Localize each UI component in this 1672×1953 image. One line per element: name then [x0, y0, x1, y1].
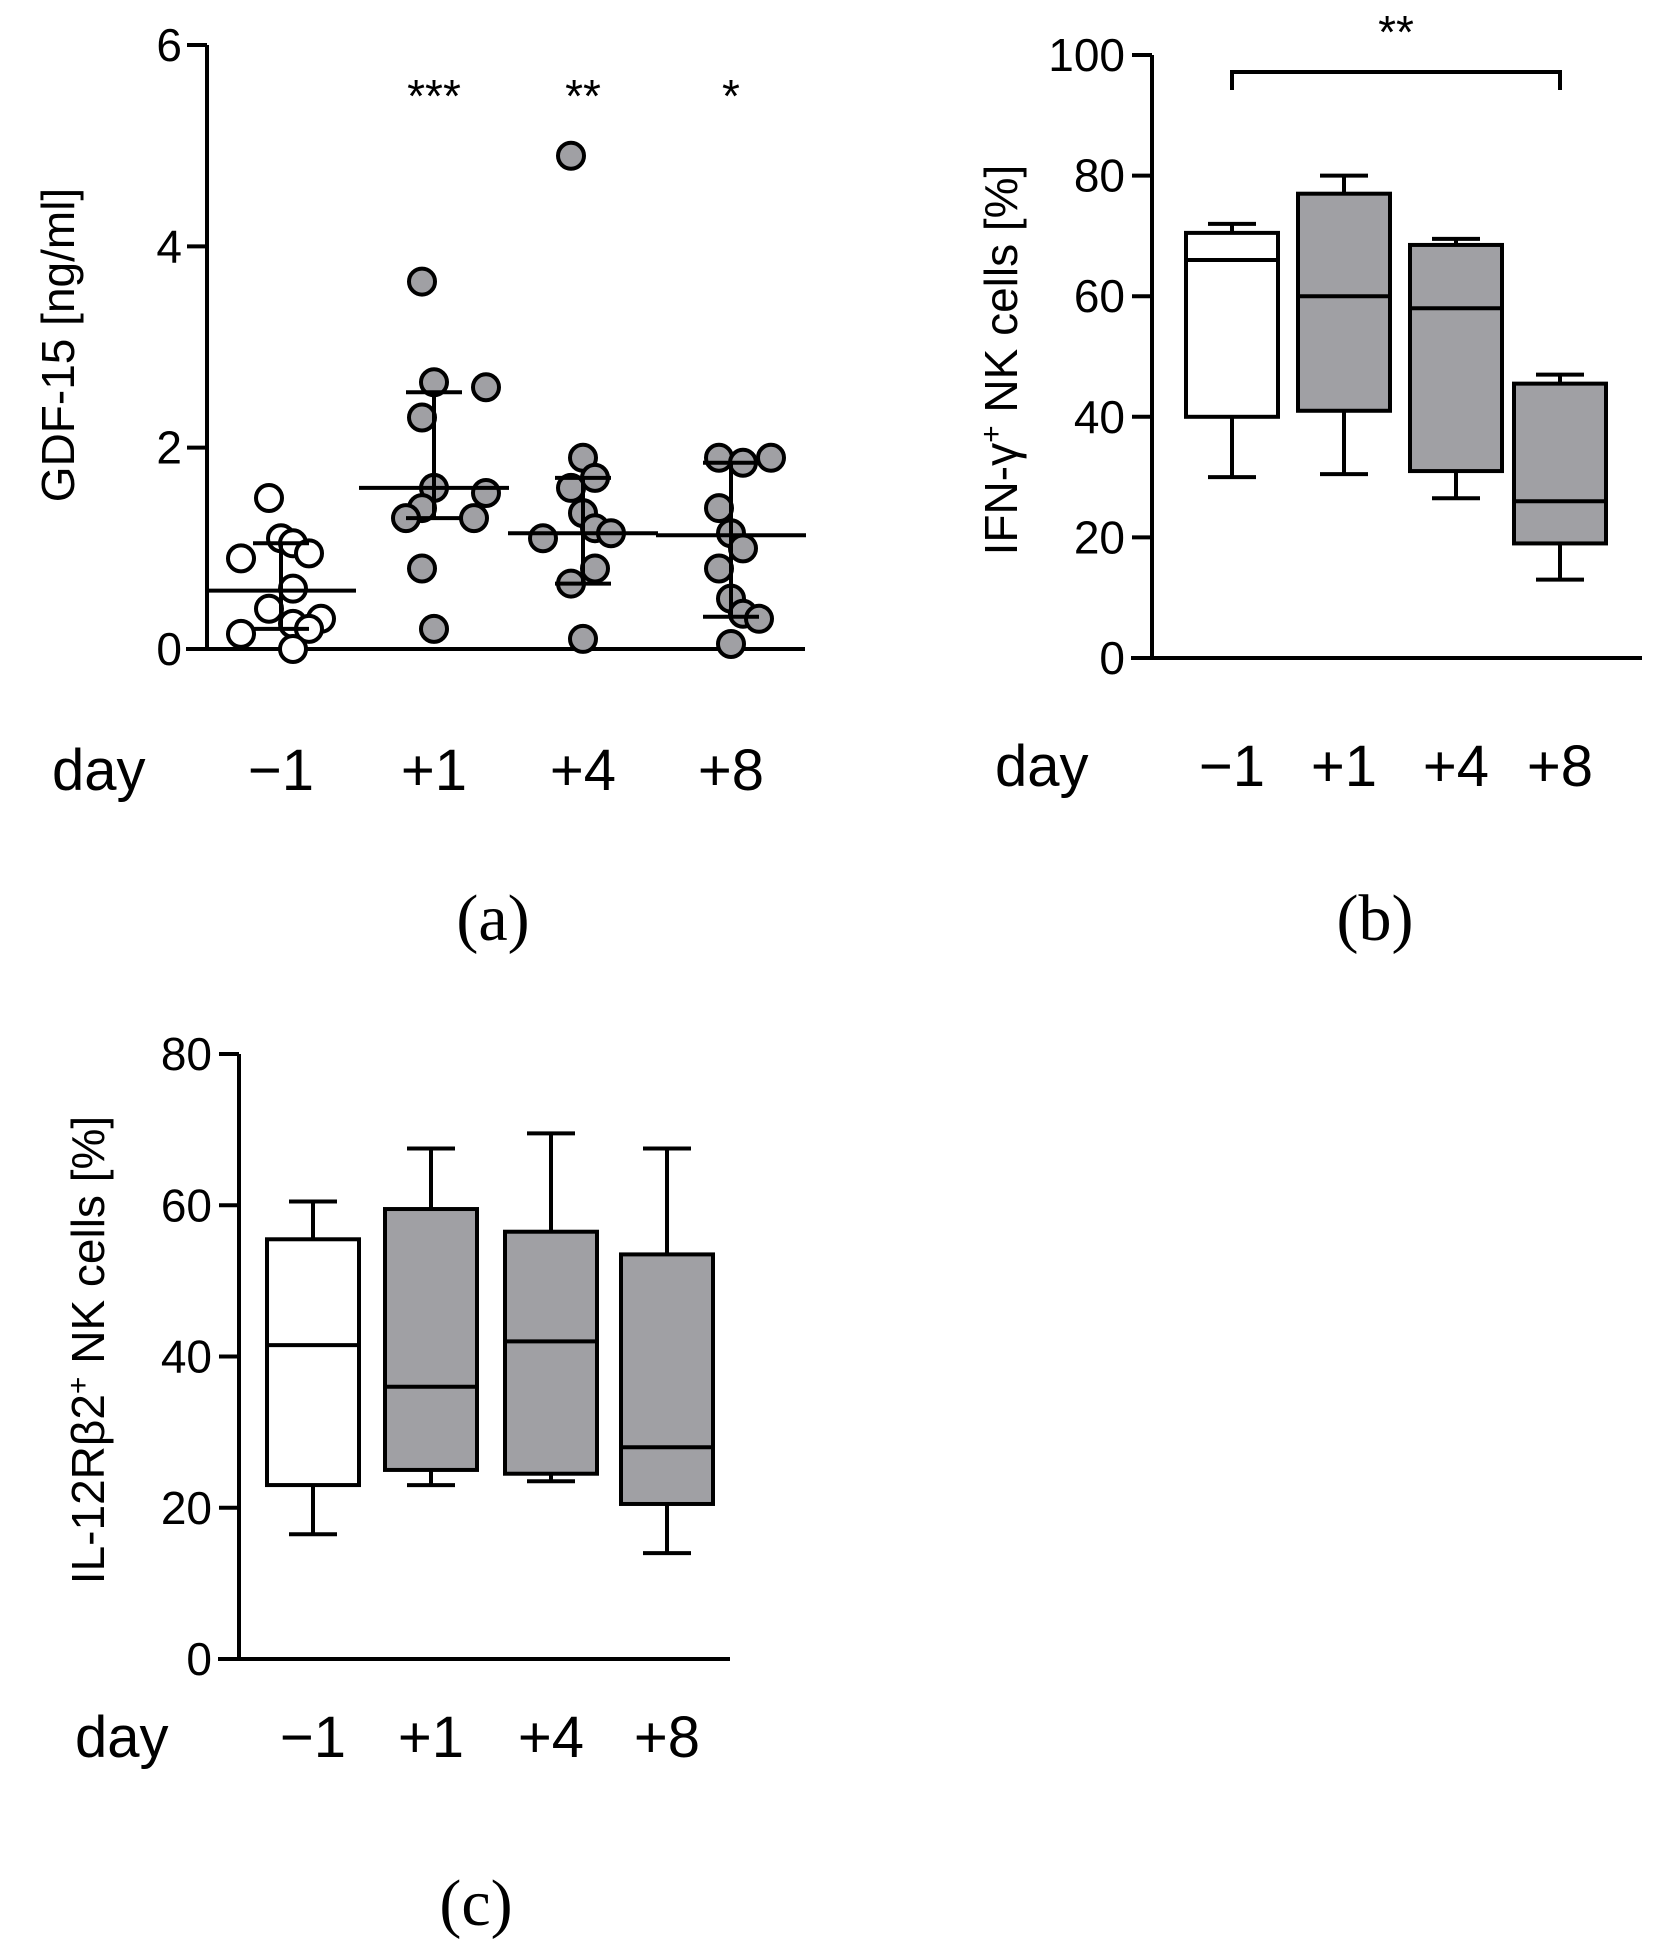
- panel-a-significance: *: [722, 70, 740, 122]
- panel-b-box: [1184, 230, 1280, 419]
- panel-c-box: [383, 1207, 479, 1472]
- panel-a-x-tick-label: +8: [698, 738, 764, 803]
- panel-b-caption: (b): [1337, 882, 1414, 955]
- panel-a-data-point: [419, 613, 449, 644]
- panel-a-data-point: [568, 623, 598, 654]
- panel-b-y-label: IFN-γ+ NK cells [%]: [975, 165, 1028, 556]
- panel-a-data-point: [528, 523, 558, 554]
- panel-c-caption: (c): [439, 1867, 512, 1940]
- panel-a-data-point: [407, 266, 437, 297]
- panel-a-data-point: [407, 402, 437, 433]
- panel-a-significance: **: [565, 70, 601, 122]
- panel-a-data-point: [278, 634, 308, 664]
- panel-c-y-tick-label: 40: [161, 1331, 212, 1383]
- panel-a-data-point: [294, 538, 324, 569]
- panel-a-data-point: [226, 618, 256, 649]
- panel-c-y-tick-label: 60: [161, 1179, 212, 1231]
- panel-a-data-point: [704, 442, 734, 473]
- panel-c-x-label: day: [75, 1705, 169, 1770]
- panel-a-x-tick-label: −1: [248, 738, 314, 803]
- panel-b-y-tick-label: 100: [1048, 29, 1125, 81]
- panel-b-x-tick-label: +4: [1423, 734, 1489, 799]
- panel-a-x-tick-label: +1: [401, 738, 467, 803]
- panel-b-y-tick-label: 80: [1074, 150, 1125, 202]
- panel-a-data-point: [704, 493, 734, 524]
- panel-a-data-point: [756, 442, 786, 473]
- panel-a-y-tick-label: 2: [156, 422, 182, 474]
- panel-b-box: [1296, 191, 1392, 413]
- panel-b-significance-bracket: [1230, 70, 1562, 90]
- panel-a-data-point: [278, 573, 308, 604]
- panel-b-y-tick-label: 20: [1074, 511, 1125, 563]
- panel-b-x-label: day: [995, 734, 1089, 799]
- panel-c-y-tick-label: 20: [161, 1482, 212, 1534]
- panel-b-x-tick-label: +8: [1527, 734, 1593, 799]
- panel-c-box: [265, 1237, 361, 1488]
- panel-b-y-tick-label: 60: [1074, 270, 1125, 322]
- panel-c-x-tick-label: −1: [280, 1705, 346, 1770]
- panel-c: 0 20 40 60 80 −1 +1 +4 +8 IL-12Rβ2+ NK cells [%]…: [62, 1028, 730, 1940]
- panel-b-x-tick-label: −1: [1199, 734, 1265, 799]
- panel-b-significance-label: **: [1378, 6, 1414, 58]
- panel-b: 0 20 40 60 80 100 −1 +1 +4 +8 ** IFN-γ+ NK cells …: [975, 6, 1642, 955]
- panel-a-y-tick-label: 0: [156, 623, 182, 675]
- panel-a-data-point: [728, 533, 758, 564]
- panel-c-x-tick-label: +4: [518, 1705, 584, 1770]
- panel-c-y-tick-label: 80: [161, 1028, 212, 1080]
- panel-a-data-point: [471, 477, 501, 508]
- panel-a-y-tick-label: 6: [156, 19, 182, 71]
- panel-b-box: [1408, 242, 1504, 474]
- panel-a-data-point: [704, 553, 734, 584]
- panel-a-data-point: [226, 543, 256, 574]
- panel-a-data-point: [459, 503, 489, 534]
- panel-a-x-label: day: [52, 738, 146, 803]
- panel-b-box: [1512, 381, 1608, 546]
- panel-c-box: [619, 1252, 715, 1506]
- panel-a-caption: (a): [456, 882, 529, 955]
- panel-c-x-tick-label: +1: [398, 1705, 464, 1770]
- panel-a-y-label: GDF-15 [ng/ml]: [32, 188, 84, 502]
- panel-a-data-point: [556, 140, 586, 171]
- panel-c-y-tick-label: 0: [186, 1633, 212, 1685]
- panel-c-y-label: IL-12Rβ2+ NK cells [%]: [62, 1116, 115, 1584]
- panel-a-x-tick-label: +4: [550, 738, 616, 803]
- panel-b-x-tick-label: +1: [1311, 734, 1377, 799]
- panel-b-y-tick-label: 0: [1099, 632, 1125, 684]
- panel-a-y-tick-label: 4: [156, 220, 182, 272]
- panel-a-data-point: [407, 553, 437, 584]
- panel-a-data-point: [254, 593, 284, 624]
- panel-a-significance: ***: [407, 70, 461, 122]
- panel-a-data-point: [580, 553, 610, 584]
- panel-a-data-point: [716, 628, 746, 659]
- panel-c-box: [503, 1229, 599, 1476]
- panel-a-data-point: [471, 372, 501, 403]
- panel-c-x-tick-label: +8: [634, 1705, 700, 1770]
- panel-b-y-tick-label: 40: [1074, 391, 1125, 443]
- panel-a-data-point: [254, 483, 284, 513]
- panel-a-data-point: [744, 603, 774, 634]
